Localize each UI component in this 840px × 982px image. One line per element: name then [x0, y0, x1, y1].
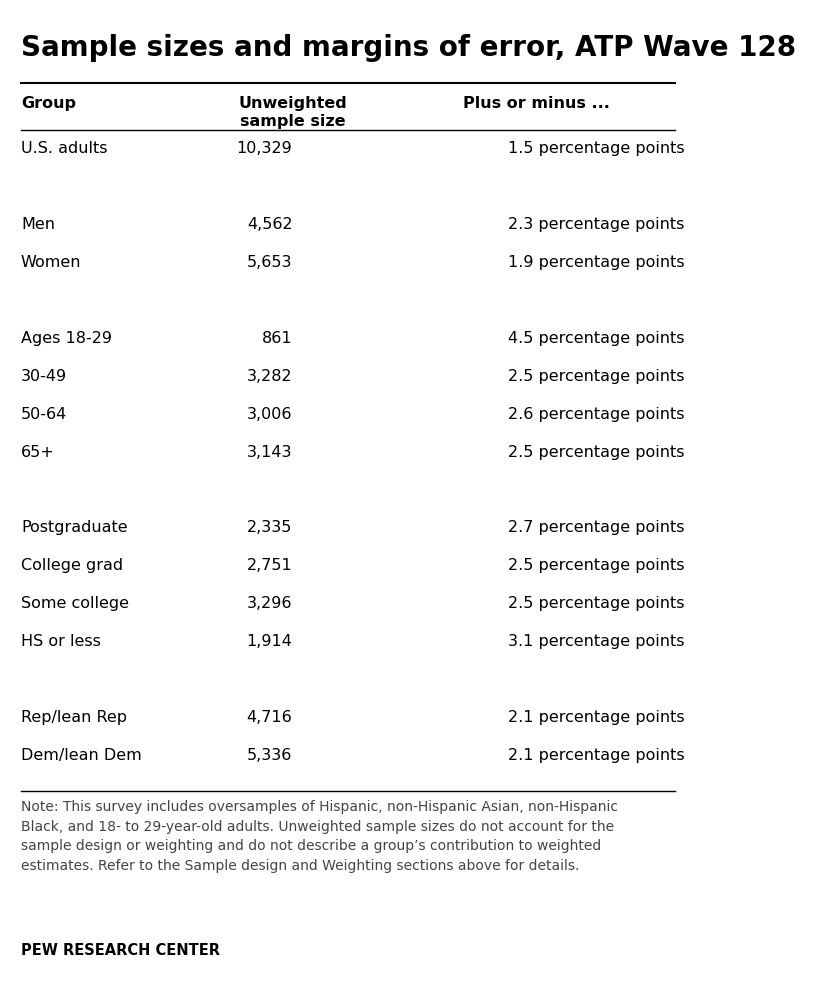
- Text: 2.7 percentage points: 2.7 percentage points: [508, 520, 685, 535]
- Text: 2.5 percentage points: 2.5 percentage points: [508, 596, 685, 611]
- Text: 2.5 percentage points: 2.5 percentage points: [508, 558, 685, 573]
- Text: 2,751: 2,751: [247, 558, 292, 573]
- Text: 5,653: 5,653: [247, 255, 292, 270]
- Text: Women: Women: [21, 255, 81, 270]
- Text: 3.1 percentage points: 3.1 percentage points: [508, 634, 685, 649]
- Text: Note: This survey includes oversamples of Hispanic, non-Hispanic Asian, non-Hisp: Note: This survey includes oversamples o…: [21, 800, 618, 873]
- Text: 1.5 percentage points: 1.5 percentage points: [508, 141, 685, 156]
- Text: 861: 861: [262, 331, 292, 346]
- Text: Plus or minus ...: Plus or minus ...: [463, 96, 610, 111]
- Text: Dem/lean Dem: Dem/lean Dem: [21, 747, 142, 763]
- Text: Ages 18-29: Ages 18-29: [21, 331, 112, 346]
- Text: 2.1 percentage points: 2.1 percentage points: [508, 747, 685, 763]
- Text: 2.3 percentage points: 2.3 percentage points: [508, 217, 685, 232]
- Text: 1.9 percentage points: 1.9 percentage points: [508, 255, 685, 270]
- Text: 4.5 percentage points: 4.5 percentage points: [508, 331, 685, 346]
- Text: 5,336: 5,336: [247, 747, 292, 763]
- Text: 3,296: 3,296: [247, 596, 292, 611]
- Text: Group: Group: [21, 96, 76, 111]
- Text: Some college: Some college: [21, 596, 129, 611]
- Text: 4,716: 4,716: [247, 710, 292, 725]
- Text: HS or less: HS or less: [21, 634, 101, 649]
- Text: 65+: 65+: [21, 445, 55, 460]
- Text: 3,006: 3,006: [247, 407, 292, 421]
- Text: 50-64: 50-64: [21, 407, 67, 421]
- Text: 2.5 percentage points: 2.5 percentage points: [508, 369, 685, 384]
- Text: 2.6 percentage points: 2.6 percentage points: [508, 407, 685, 421]
- Text: Men: Men: [21, 217, 55, 232]
- Text: U.S. adults: U.S. adults: [21, 141, 108, 156]
- Text: 3,143: 3,143: [247, 445, 292, 460]
- Text: 4,562: 4,562: [247, 217, 292, 232]
- Text: PEW RESEARCH CENTER: PEW RESEARCH CENTER: [21, 943, 220, 957]
- Text: Sample sizes and margins of error, ATP Wave 128: Sample sizes and margins of error, ATP W…: [21, 34, 796, 63]
- Text: Unweighted
sample size: Unweighted sample size: [238, 96, 347, 129]
- Text: 10,329: 10,329: [237, 141, 292, 156]
- Text: Rep/lean Rep: Rep/lean Rep: [21, 710, 127, 725]
- Text: 30-49: 30-49: [21, 369, 67, 384]
- Text: 2.5 percentage points: 2.5 percentage points: [508, 445, 685, 460]
- Text: 2.1 percentage points: 2.1 percentage points: [508, 710, 685, 725]
- Text: 2,335: 2,335: [247, 520, 292, 535]
- Text: Postgraduate: Postgraduate: [21, 520, 128, 535]
- Text: College grad: College grad: [21, 558, 123, 573]
- Text: 3,282: 3,282: [247, 369, 292, 384]
- Text: 1,914: 1,914: [247, 634, 292, 649]
